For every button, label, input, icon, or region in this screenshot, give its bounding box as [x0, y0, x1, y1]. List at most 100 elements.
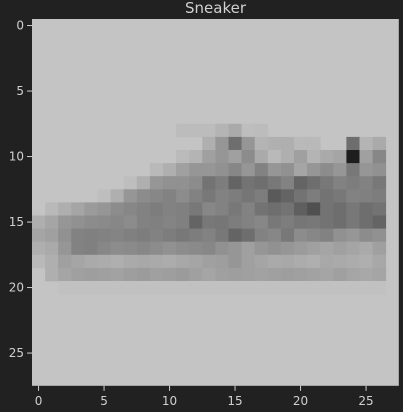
pixel [45, 254, 59, 269]
pixel [58, 281, 72, 295]
pixel [372, 202, 387, 216]
pixel [215, 281, 229, 295]
pixel [215, 254, 229, 269]
pixel [280, 241, 295, 256]
pixel [136, 176, 151, 190]
pixel [254, 202, 269, 216]
pixel [267, 136, 282, 151]
pixel [333, 228, 347, 243]
pixel [280, 254, 295, 269]
pixel [267, 215, 282, 229]
pixel [294, 202, 308, 216]
pixel [228, 241, 242, 256]
pixel [241, 215, 256, 229]
pixel [228, 176, 242, 190]
pixel [58, 254, 72, 269]
pixel [110, 228, 125, 243]
pixel [241, 150, 256, 164]
pixel [149, 228, 164, 243]
pixel [202, 189, 216, 203]
pixel [202, 267, 216, 282]
pixel [267, 228, 282, 243]
pixel [202, 123, 216, 138]
pixel [254, 136, 269, 151]
pixel [346, 150, 360, 164]
pixel [45, 241, 59, 256]
pixel [149, 215, 164, 229]
pixel [307, 228, 321, 243]
pixel [176, 267, 190, 282]
pixel [228, 281, 242, 295]
pixel [32, 228, 46, 243]
pixel [320, 215, 334, 229]
pixel [163, 163, 177, 177]
pixel [254, 215, 269, 229]
pixel [359, 228, 373, 243]
pixel [307, 163, 321, 177]
pixel [163, 241, 177, 256]
pixel [149, 163, 164, 177]
y-tick-label: 25 [9, 346, 24, 360]
pixel [359, 136, 373, 151]
pixel [84, 281, 98, 295]
pixel [294, 163, 308, 177]
pixel [267, 176, 282, 190]
pixel [202, 254, 216, 269]
pixel [228, 254, 242, 269]
pixel [254, 281, 269, 295]
pixel [110, 241, 125, 256]
pixel [307, 281, 321, 295]
pixel [45, 202, 59, 216]
pixel [333, 150, 347, 164]
pixel [189, 176, 203, 190]
pixel [320, 163, 334, 177]
pixel [110, 281, 125, 295]
pixel [215, 176, 229, 190]
pixel [254, 241, 269, 256]
pixel [58, 241, 72, 256]
pixel [71, 254, 85, 269]
pixel [84, 202, 98, 216]
pixel [359, 254, 373, 269]
pixel [163, 254, 177, 269]
pixel [280, 136, 295, 151]
pixel [294, 267, 308, 282]
chart-title: Sneaker [185, 0, 246, 17]
pixel [346, 215, 360, 229]
pixel [267, 281, 282, 295]
pixel [45, 267, 59, 282]
pixel [176, 228, 190, 243]
pixel [136, 189, 151, 203]
pixel [202, 215, 216, 229]
pixel [346, 281, 360, 295]
pixel [189, 281, 203, 295]
pixel [333, 189, 347, 203]
pixel [97, 254, 111, 269]
pixel [294, 254, 308, 269]
pixel [123, 228, 138, 243]
pixel [110, 267, 125, 282]
pixel [202, 136, 216, 151]
pixel [294, 241, 308, 256]
pixel [97, 189, 111, 203]
pixel [359, 281, 373, 295]
pixel [215, 136, 229, 151]
pixel [333, 281, 347, 295]
pixel [58, 215, 72, 229]
pixel [163, 176, 177, 190]
pixel [45, 215, 59, 229]
pixel [320, 267, 334, 282]
pixel [189, 267, 203, 282]
pixel [149, 267, 164, 282]
pixel [333, 202, 347, 216]
pixel [176, 163, 190, 177]
pixel [267, 163, 282, 177]
pixel [202, 202, 216, 216]
pixel [189, 163, 203, 177]
pixel [372, 136, 387, 151]
pixel [202, 150, 216, 164]
pixel [176, 215, 190, 229]
pixel [163, 215, 177, 229]
pixel [149, 176, 164, 190]
